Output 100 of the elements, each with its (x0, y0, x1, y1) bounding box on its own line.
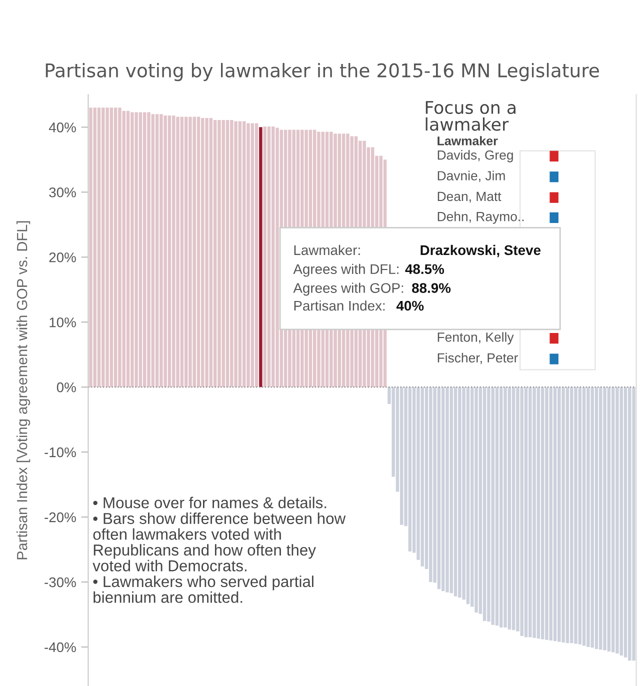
bar (222, 120, 225, 388)
annotation: Davnie, Jim (438, 170, 505, 182)
bar (164, 115, 167, 388)
bar (110, 108, 114, 388)
bar (599, 387, 602, 650)
y-tick-label: -10% (44, 447, 76, 458)
bar (594, 387, 598, 649)
bar (151, 114, 155, 388)
bar (196, 116, 200, 388)
bar (250, 123, 254, 388)
bar (458, 387, 462, 598)
bar (441, 387, 445, 592)
bar (482, 387, 486, 622)
bar (238, 121, 242, 388)
annotation: Dehn, Raymo.. (438, 212, 524, 224)
bar (184, 116, 188, 388)
bar (520, 387, 524, 636)
bar (134, 112, 138, 388)
annotation: Lawmaker: (294, 244, 360, 256)
bar (201, 118, 204, 388)
y-tick-label: -30% (44, 577, 76, 588)
annotation: 40% (396, 300, 424, 311)
bar (114, 108, 118, 388)
bar (620, 387, 623, 656)
bar (574, 387, 578, 644)
bar (106, 108, 109, 388)
bar (450, 387, 453, 594)
bar (632, 387, 636, 661)
bar (176, 116, 180, 388)
bar (545, 387, 548, 640)
bar (603, 387, 606, 650)
bar (624, 387, 628, 658)
bar (553, 387, 557, 642)
bar (209, 118, 213, 388)
annotation: Fischer, Peter (438, 352, 518, 364)
annotation: Focus on a lawmaker (426, 101, 516, 131)
bar (508, 387, 512, 630)
bar (89, 108, 92, 388)
bar (607, 387, 611, 652)
bar (512, 387, 516, 630)
bar (570, 387, 574, 644)
bar (454, 387, 458, 596)
bar (558, 387, 561, 642)
bar (562, 387, 565, 642)
y-tick-label: 20% (49, 252, 76, 262)
bar (126, 110, 130, 388)
bar (582, 387, 586, 646)
bar (118, 108, 122, 388)
bar (246, 123, 250, 388)
bar (205, 118, 208, 388)
bar (536, 387, 540, 639)
bar (160, 114, 163, 388)
bar (408, 387, 412, 552)
annotation: Drazkowski, Steve (420, 244, 541, 258)
bar (487, 387, 490, 622)
bar (611, 387, 615, 652)
bar (524, 387, 528, 638)
bar (500, 387, 503, 628)
bar (491, 387, 494, 625)
annotation: Fenton, Kelly (438, 332, 514, 344)
annotation: Davids, Greg (438, 150, 513, 162)
bar (495, 387, 499, 626)
bar (213, 120, 217, 388)
bar (628, 387, 632, 661)
bar (532, 387, 536, 638)
bar (168, 115, 172, 388)
bar (254, 123, 258, 388)
annotation: Agrees with GOP: (293, 282, 404, 296)
bar (504, 387, 507, 628)
chart-title: Partisan voting by lawmaker in the 2015-16 MN Legislature (46, 62, 599, 82)
bar (429, 387, 432, 582)
bar (400, 387, 404, 525)
bar (616, 387, 619, 654)
bar (102, 108, 105, 388)
annotation: 48.5% (405, 264, 444, 274)
bar (586, 387, 590, 648)
bar (188, 116, 192, 388)
bar (180, 116, 184, 388)
bar (138, 112, 142, 388)
annotation: 88.9% (412, 283, 451, 293)
bar (142, 112, 146, 388)
bar (172, 115, 176, 388)
bar (549, 387, 552, 641)
bar (218, 120, 221, 388)
bar (234, 121, 238, 388)
annotation: Partisan Index: (294, 300, 385, 311)
bar (155, 114, 159, 388)
y-tick-label: 30% (49, 187, 76, 198)
bar (267, 126, 271, 388)
y-tick-label: -40% (44, 642, 76, 652)
bar (590, 387, 594, 648)
bar (528, 387, 532, 638)
bar (420, 387, 424, 566)
y-tick-label: 0% (56, 382, 76, 392)
annotation: Lawmaker (438, 136, 498, 146)
bar (578, 387, 582, 644)
bar (462, 387, 466, 600)
y-tick-label: -20% (44, 512, 76, 522)
bar (446, 387, 449, 592)
bar (466, 387, 470, 604)
